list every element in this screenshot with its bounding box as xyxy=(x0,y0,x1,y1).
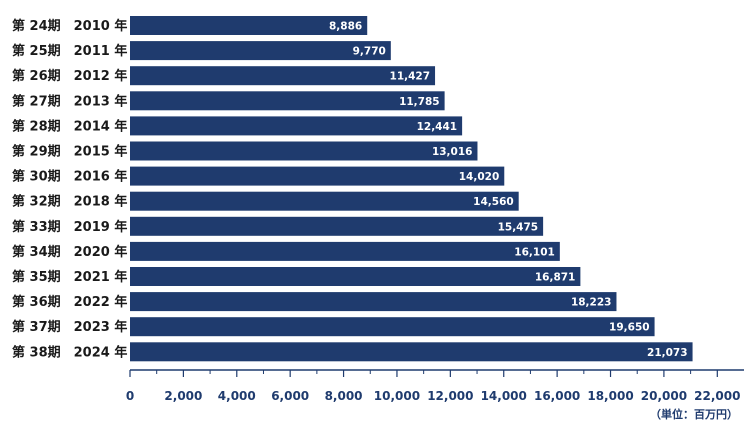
bar xyxy=(130,166,505,186)
bar-value-label: 12,441 xyxy=(417,121,458,133)
category-label: 第 28期 2014 年 xyxy=(12,118,127,134)
bar xyxy=(130,317,655,337)
category-label: 第 27期 2013 年 xyxy=(12,93,127,109)
bar-value-label: 13,016 xyxy=(432,146,473,158)
category-label: 第 26期 2012 年 xyxy=(12,68,127,84)
bar-value-label: 9,770 xyxy=(353,46,386,58)
category-label: 第 30期 2016 年 xyxy=(12,169,127,185)
bar xyxy=(130,292,617,312)
x-tick-label: 18,000 xyxy=(587,389,633,403)
bar-value-label: 21,073 xyxy=(647,347,688,359)
bar-value-label: 14,020 xyxy=(459,171,500,183)
category-label: 第 25期 2011 年 xyxy=(12,43,127,59)
category-label: 第 34期 2020 年 xyxy=(12,244,127,260)
bar xyxy=(130,216,544,236)
x-tick-label: 14,000 xyxy=(481,389,527,403)
bar-value-label: 11,427 xyxy=(390,71,431,83)
bar-value-label: 11,785 xyxy=(399,96,440,108)
unit-label: （単位：百万円） xyxy=(650,407,738,421)
category-label: 第 38期 2024 年 xyxy=(12,344,127,360)
x-tick-label: 8,000 xyxy=(325,389,363,403)
bar-value-label: 18,223 xyxy=(571,297,612,309)
x-tick-label: 12,000 xyxy=(427,389,473,403)
x-tick-label: 0 xyxy=(126,389,134,403)
x-tick-label: 4,000 xyxy=(218,389,256,403)
x-tick-label: 20,000 xyxy=(641,389,687,403)
category-label: 第 32期 2018 年 xyxy=(12,194,127,210)
bar-value-label: 15,475 xyxy=(498,221,539,233)
bar-value-label: 14,560 xyxy=(473,196,514,208)
bar xyxy=(130,141,478,161)
category-label: 第 24期 2010 年 xyxy=(12,18,127,34)
x-tick-label: 10,000 xyxy=(374,389,420,403)
x-tick-label: 22,000 xyxy=(694,389,740,403)
bar xyxy=(130,116,463,136)
bar-value-label: 16,871 xyxy=(535,272,576,284)
x-tick-label: 16,000 xyxy=(534,389,580,403)
category-label: 第 29期 2015 年 xyxy=(12,144,127,160)
category-label: 第 37期 2023 年 xyxy=(12,319,127,335)
bar xyxy=(130,241,560,261)
bar-value-label: 16,101 xyxy=(514,246,555,258)
bar xyxy=(130,267,581,286)
bar xyxy=(130,91,445,111)
bar xyxy=(130,342,693,362)
x-axis: 0 2,000 4,000 6,000 8,000 10,000 12,000 14,000 1… xyxy=(126,369,744,403)
bar-value-label: 19,650 xyxy=(609,322,650,334)
bar xyxy=(130,16,368,35)
x-tick-label: 2,000 xyxy=(164,389,202,403)
bar xyxy=(130,191,519,211)
bar xyxy=(130,41,391,61)
bars-layer: 第 24期 2010 年 8,886 第 25期 2011 年 9,770 第 26期 … xyxy=(12,16,693,362)
category-label: 第 33期 2019 年 xyxy=(12,219,127,235)
bar xyxy=(130,66,436,86)
category-label: 第 36期 2022 年 xyxy=(12,294,127,310)
bar-value-label: 8,886 xyxy=(329,21,362,33)
category-label: 第 35期 2021 年 xyxy=(12,269,127,285)
x-tick-label: 6,000 xyxy=(271,389,309,403)
